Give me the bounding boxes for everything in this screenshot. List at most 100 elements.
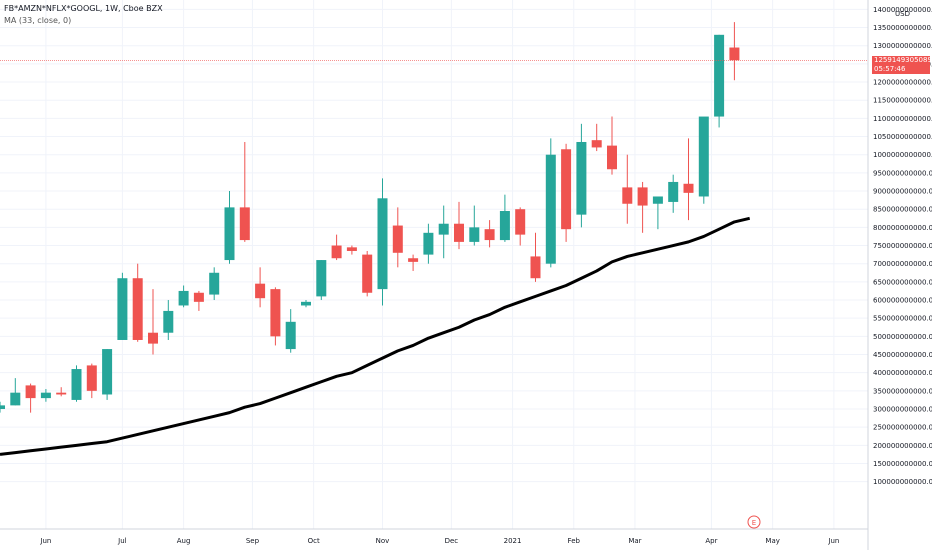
candle xyxy=(637,181,648,233)
candle xyxy=(301,300,311,308)
x-tick-label: Mar xyxy=(628,537,641,545)
currency-label[interactable]: USD xyxy=(895,10,910,18)
candle-body xyxy=(40,392,51,399)
candle-body xyxy=(545,154,556,264)
candle-body xyxy=(484,229,495,241)
candle xyxy=(607,116,617,175)
candles xyxy=(0,22,740,413)
x-tick-label: Nov xyxy=(376,537,390,545)
y-tick-label: 450000000000.00 xyxy=(873,351,932,359)
candle xyxy=(270,287,281,346)
candle xyxy=(561,143,572,242)
candle-body xyxy=(683,183,694,193)
y-tick-label: 800000000000.00 xyxy=(873,224,932,232)
x-tick-label: Jun xyxy=(827,537,839,545)
x-tick-label: Feb xyxy=(568,537,581,545)
candle xyxy=(545,138,556,268)
candle-body xyxy=(331,245,342,259)
candle-body xyxy=(698,116,709,197)
y-tick-label: 150000000000.00 xyxy=(873,460,932,468)
candle xyxy=(729,22,740,81)
candle xyxy=(698,116,709,204)
y-tick-label: 1350000000000.00 xyxy=(873,24,932,32)
y-tick-label: 400000000000.00 xyxy=(873,369,932,377)
x-tick-label: Aug xyxy=(177,537,191,545)
candle-body xyxy=(392,225,403,253)
y-tick-label: 250000000000.00 xyxy=(873,424,932,432)
candle xyxy=(86,363,97,399)
candle-body xyxy=(515,209,526,235)
candle xyxy=(484,220,495,248)
candle-body xyxy=(652,196,663,204)
candle xyxy=(683,138,694,221)
candle-body xyxy=(591,140,602,148)
candle-body xyxy=(362,254,373,293)
candle-body xyxy=(469,227,480,242)
candle-body xyxy=(86,365,97,391)
candle-body xyxy=(438,223,449,235)
candle xyxy=(362,250,373,297)
candle xyxy=(652,196,663,230)
candle xyxy=(668,174,679,213)
candle-body xyxy=(163,310,174,333)
candle-body xyxy=(637,187,648,206)
x-tick-label: Jun xyxy=(39,537,51,545)
candle xyxy=(714,34,725,128)
candle xyxy=(515,207,526,246)
candle xyxy=(224,191,235,264)
candle-body xyxy=(301,301,311,306)
candle xyxy=(10,378,21,406)
y-tick-label: 850000000000.00 xyxy=(873,206,932,214)
candle xyxy=(117,272,128,340)
y-tick-label: 100000000000.00 xyxy=(873,478,932,486)
y-tick-label: 950000000000.00 xyxy=(873,169,932,177)
y-tick-label: 500000000000.00 xyxy=(873,333,932,341)
time-axis[interactable]: Jun Jul Aug Sep Oct Nov Dec 2021 Feb Mar Apr May Jun xyxy=(39,537,839,545)
y-tick-label: 1300000000000.00 xyxy=(873,42,932,50)
candle xyxy=(71,365,82,402)
price-axis[interactable]: 1500000000000.001450000000000.0014000000… xyxy=(873,0,932,486)
candle xyxy=(102,349,113,400)
candle-body xyxy=(408,258,419,262)
candle-body xyxy=(346,247,357,251)
y-tick-label: 900000000000.00 xyxy=(873,188,932,196)
y-tick-label: 750000000000.00 xyxy=(873,242,932,250)
candle xyxy=(239,141,250,242)
indicator-legend[interactable]: MA (33, close, 0) xyxy=(4,16,72,25)
symbol-title[interactable]: FB*AMZN*NFLX*GOOGL, 1W, Cboe BZX xyxy=(4,4,163,13)
candle xyxy=(209,267,220,301)
countdown-tag: 05:57:46 xyxy=(872,64,930,74)
candle xyxy=(469,205,480,246)
earnings-marker[interactable]: E xyxy=(747,515,761,529)
x-tick-label: Jul xyxy=(117,537,127,545)
candle xyxy=(40,389,51,402)
x-tick-label: 2021 xyxy=(504,537,522,545)
y-tick-label: 300000000000.00 xyxy=(873,406,932,414)
candle-body xyxy=(622,187,633,204)
y-tick-label: 350000000000.00 xyxy=(873,387,932,395)
candle xyxy=(285,309,296,353)
candle-body xyxy=(270,289,281,337)
y-tick-label: 200000000000.00 xyxy=(873,442,932,450)
candle-body xyxy=(178,290,189,306)
y-tick-label: 600000000000.00 xyxy=(873,297,932,305)
candle xyxy=(163,300,174,340)
candle-body xyxy=(668,181,679,202)
candle-body xyxy=(454,223,464,242)
x-tick-label: Sep xyxy=(246,537,260,545)
earnings-label: E xyxy=(752,519,756,527)
candle-body xyxy=(530,256,541,279)
grid-lines xyxy=(0,0,868,529)
candle-body xyxy=(377,198,388,290)
candle xyxy=(148,289,158,355)
candle xyxy=(193,290,204,311)
y-tick-label: 1100000000000.00 xyxy=(873,115,932,123)
candle-body xyxy=(607,145,617,170)
candle-body xyxy=(714,34,725,117)
candle xyxy=(132,263,143,342)
candle-body xyxy=(423,232,434,255)
candle xyxy=(0,401,5,413)
candle-body xyxy=(729,47,740,61)
